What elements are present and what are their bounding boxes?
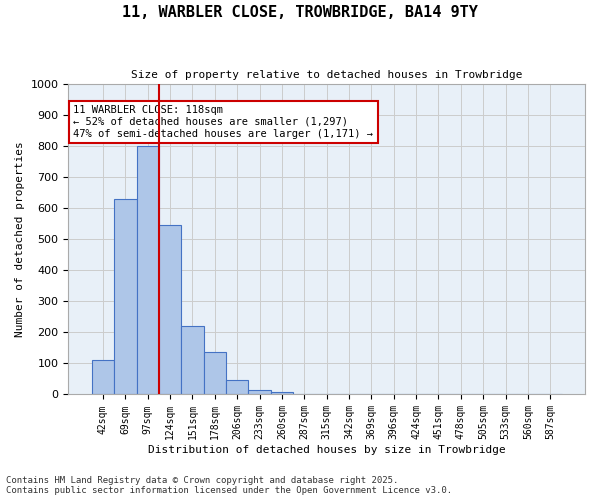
Bar [159, 225, 181, 394]
Text: Contains HM Land Registry data © Crown copyright and database right 2025.
Contai: Contains HM Land Registry data © Crown c… [6, 476, 452, 495]
Bar [92, 360, 114, 394]
Bar [248, 390, 271, 394]
Bar [271, 392, 293, 394]
Bar [181, 326, 203, 394]
Bar [137, 146, 159, 394]
Y-axis label: Number of detached properties: Number of detached properties [15, 141, 25, 337]
Title: Size of property relative to detached houses in Trowbridge: Size of property relative to detached ho… [131, 70, 523, 80]
Bar [226, 380, 248, 394]
Text: 11, WARBLER CLOSE, TROWBRIDGE, BA14 9TY: 11, WARBLER CLOSE, TROWBRIDGE, BA14 9TY [122, 5, 478, 20]
Bar [203, 352, 226, 395]
Text: 11 WARBLER CLOSE: 118sqm
← 52% of detached houses are smaller (1,297)
47% of sem: 11 WARBLER CLOSE: 118sqm ← 52% of detach… [73, 106, 373, 138]
X-axis label: Distribution of detached houses by size in Trowbridge: Distribution of detached houses by size … [148, 445, 506, 455]
Bar [114, 198, 137, 394]
